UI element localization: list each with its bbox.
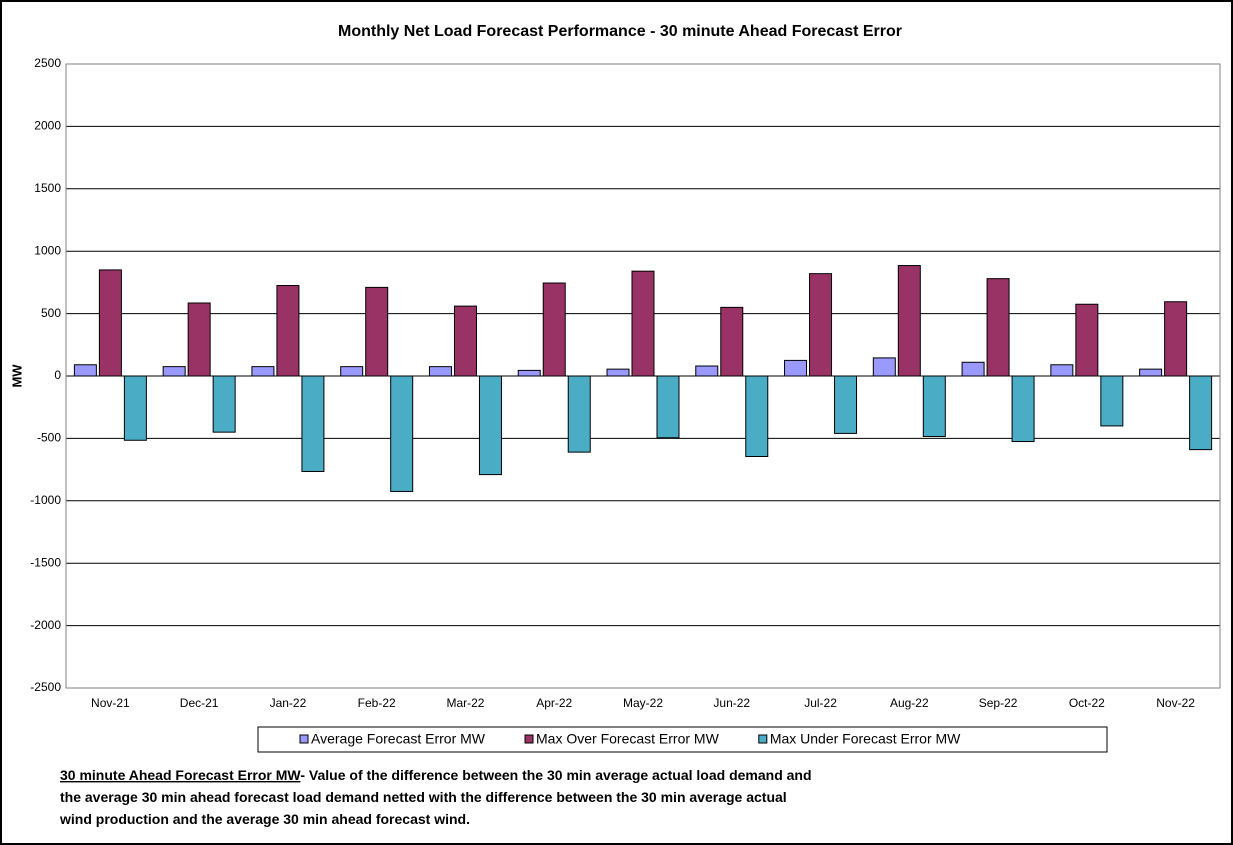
- bar: [390, 375, 414, 492]
- y-tick-label: 500: [41, 306, 61, 320]
- y-tick-label: -2000: [30, 618, 61, 632]
- bar: [73, 364, 97, 377]
- y-tick-label: -1500: [30, 555, 61, 569]
- legend-label: Max Over Forecast Error MW: [536, 731, 720, 747]
- bar: [1100, 375, 1124, 427]
- bar: [453, 305, 477, 377]
- note-line: the average 30 min ahead forecast load d…: [60, 789, 787, 805]
- x-tick-label: Jan-22: [270, 696, 307, 710]
- bar: [695, 365, 719, 377]
- bar: [872, 357, 896, 377]
- legend-swatch: [299, 734, 309, 744]
- bar: [961, 361, 985, 377]
- bar: [1139, 368, 1163, 377]
- bar: [98, 269, 122, 377]
- bar: [606, 368, 630, 377]
- note-heading: 30 minute Ahead Forecast Error MW: [60, 767, 301, 783]
- x-tick-label: Aug-22: [890, 696, 929, 710]
- bar: [212, 375, 236, 433]
- bar: [1075, 303, 1099, 377]
- note-line: wind production and the average 30 min a…: [59, 811, 470, 827]
- legend-label: Max Under Forecast Error MW: [770, 731, 961, 747]
- bar: [123, 375, 147, 441]
- bar: [656, 375, 680, 439]
- x-tick-label: Dec-21: [180, 696, 219, 710]
- legend-swatch: [524, 734, 534, 744]
- x-tick-label: Apr-22: [536, 696, 572, 710]
- y-tick-label: -1000: [30, 493, 61, 507]
- bar: [1050, 364, 1074, 377]
- bar: [986, 278, 1010, 377]
- bar: [517, 369, 541, 377]
- plot-area: [65, 63, 1221, 689]
- y-tick-label: 2500: [34, 56, 61, 70]
- bar: [428, 366, 452, 377]
- bar: [542, 282, 566, 377]
- bar: [187, 302, 211, 377]
- bar: [365, 286, 389, 377]
- x-tick-label: Mar-22: [446, 696, 484, 710]
- note-line: - Value of the difference between the 30…: [300, 767, 811, 783]
- y-axis-label: MW: [9, 364, 24, 388]
- bar: [784, 359, 808, 377]
- bar: [1164, 301, 1188, 377]
- y-tick-label: -2500: [30, 680, 61, 694]
- note: 30 minute Ahead Forecast Error MW- Value…: [60, 767, 812, 783]
- y-tick-label: -500: [37, 431, 61, 445]
- x-tick-label: Feb-22: [358, 696, 396, 710]
- legend: [257, 726, 1108, 753]
- bar: [276, 285, 300, 377]
- bar: [897, 265, 921, 377]
- x-tick-label: Jun-22: [713, 696, 750, 710]
- x-tick-label: Nov-21: [91, 696, 130, 710]
- bar: [745, 375, 769, 457]
- bar: [922, 375, 946, 438]
- y-tick-label: 0: [54, 368, 61, 382]
- bar: [631, 270, 655, 377]
- bar: [1189, 375, 1213, 451]
- y-tick-label: 1500: [34, 181, 61, 195]
- x-tick-label: May-22: [623, 696, 663, 710]
- bar: [301, 375, 325, 472]
- legend-label: Average Forecast Error MW: [311, 731, 486, 747]
- bar: [809, 273, 833, 377]
- bar: [340, 366, 364, 377]
- legend-swatch: [758, 734, 768, 744]
- chart-title: Monthly Net Load Forecast Performance - …: [338, 23, 902, 40]
- bar: [567, 375, 591, 453]
- bar: [834, 375, 858, 434]
- y-tick-label: 1000: [34, 243, 61, 257]
- bar: [162, 366, 186, 377]
- bar: [1011, 375, 1035, 443]
- bar: [478, 375, 502, 476]
- bar: [251, 366, 275, 377]
- x-tick-label: Jul-22: [804, 696, 837, 710]
- x-tick-label: Nov-22: [1156, 696, 1195, 710]
- y-tick-label: 2000: [34, 119, 61, 133]
- bar: [720, 306, 744, 377]
- x-tick-label: Sep-22: [979, 696, 1018, 710]
- x-tick-label: Oct-22: [1069, 696, 1105, 710]
